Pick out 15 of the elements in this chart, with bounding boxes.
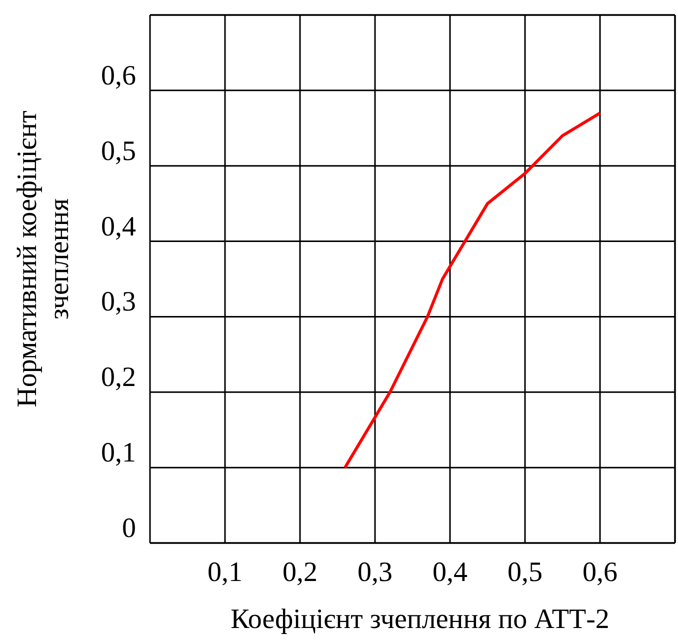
x-tick-label: 0,2 [282, 557, 318, 588]
y-tick-label: 0 [122, 513, 136, 544]
x-tick-label: 0,1 [208, 557, 242, 588]
y-tick-label: 0,3 [101, 286, 136, 318]
x-tick-label: 0,4 [432, 557, 468, 588]
x-tick-label: 0,6 [582, 557, 618, 588]
x-axis-title: Коефіцієнт зчеплення по АТТ-2 [230, 604, 610, 635]
y-tick-label: 0,6 [101, 60, 136, 92]
y-axis-title: Нормативний коефіцієнт зчеплення [12, 110, 75, 408]
y-tick-label: 0,5 [101, 136, 136, 167]
x-tick-label: 0,3 [358, 557, 392, 588]
x-tick-label: 0,5 [508, 557, 542, 588]
y-tick-label: 0,4 [101, 211, 136, 242]
y-tick-label: 0,1 [101, 438, 136, 469]
y-tick-label: 0,2 [101, 362, 136, 394]
